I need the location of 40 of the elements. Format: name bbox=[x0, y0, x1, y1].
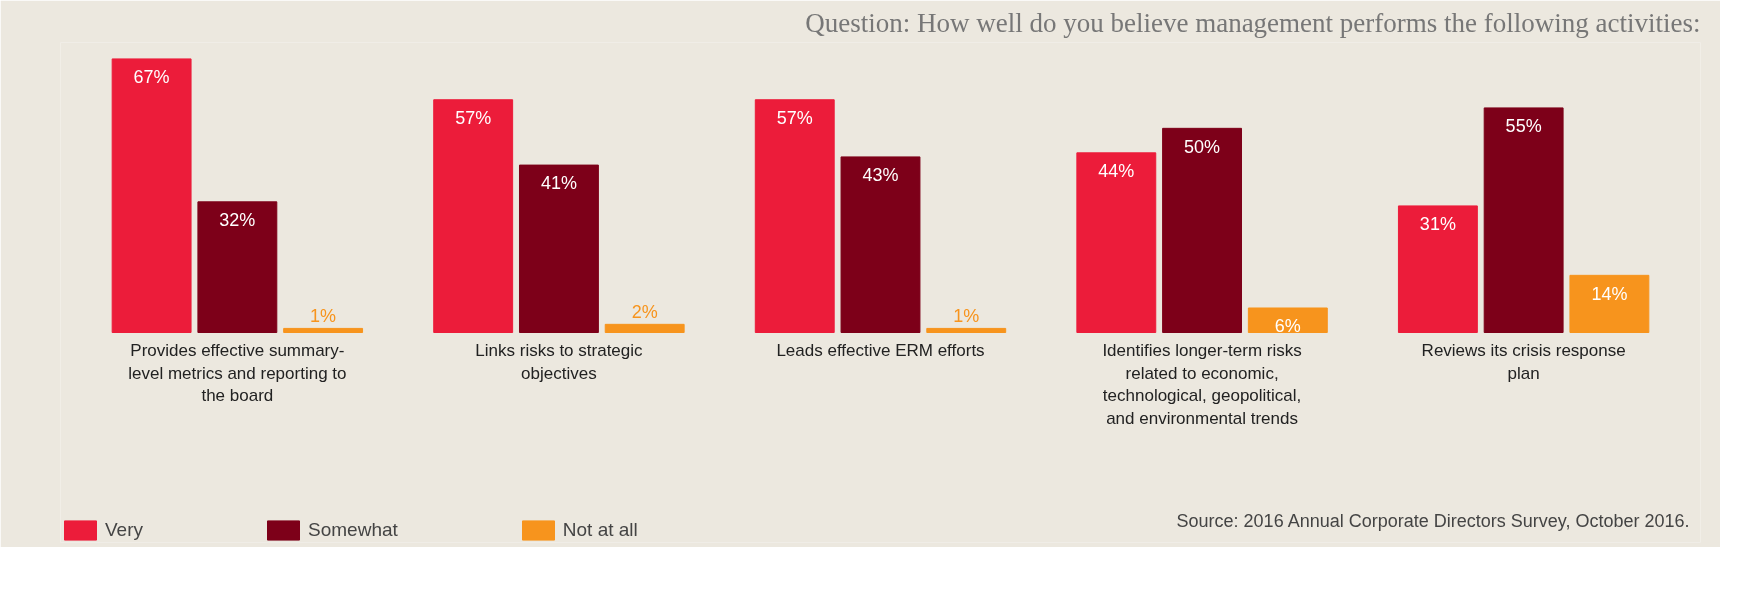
data-label: 44% bbox=[1098, 161, 1135, 182]
data-label: 14% bbox=[1591, 283, 1628, 304]
bar bbox=[111, 58, 192, 333]
bar bbox=[1569, 274, 1650, 333]
x-tick-label: Leads effective ERM efforts bbox=[776, 340, 985, 360]
data-label: 2% bbox=[631, 301, 658, 322]
data-label: 6% bbox=[1274, 316, 1301, 337]
legend-label: Not at all bbox=[562, 519, 638, 541]
data-label: 32% bbox=[219, 210, 256, 231]
bar bbox=[283, 327, 364, 333]
bar bbox=[840, 156, 921, 333]
data-label: 1% bbox=[310, 305, 337, 326]
bar bbox=[754, 99, 835, 333]
chart-title: Question: How well do you believe management performs the following activities: bbox=[805, 7, 1701, 38]
bar bbox=[1076, 152, 1157, 333]
data-label: 31% bbox=[1419, 214, 1456, 235]
source-note: Source: 2016 Annual Corporate Directors Survey, October 2016. bbox=[1176, 510, 1690, 531]
x-tick-label: Identifies longer-term risks related to economic, technological, geopolitical, and environmental trends bbox=[1102, 340, 1302, 429]
x-tick-label: Reviews its crisis response plan bbox=[1421, 340, 1626, 383]
data-label: 67% bbox=[133, 67, 170, 88]
data-label: 55% bbox=[1505, 116, 1542, 137]
data-label: 43% bbox=[862, 165, 899, 186]
bar bbox=[433, 99, 514, 333]
bar bbox=[1162, 127, 1243, 333]
bar bbox=[518, 164, 599, 333]
bar bbox=[926, 327, 1007, 333]
data-label: 57% bbox=[455, 107, 492, 128]
legend-label: Somewhat bbox=[308, 519, 398, 541]
x-tick-label: Links risks to strategic objectives bbox=[475, 340, 644, 383]
data-label: 57% bbox=[776, 107, 813, 128]
data-label: 1% bbox=[953, 305, 980, 326]
bar bbox=[1397, 205, 1478, 333]
data-label: 50% bbox=[1184, 136, 1221, 157]
bar bbox=[1247, 307, 1328, 333]
x-tick-label: Provides effective summary-level metrics and reporting to the board bbox=[128, 340, 347, 406]
bar bbox=[1483, 107, 1564, 333]
bar bbox=[604, 323, 685, 333]
bar bbox=[197, 201, 278, 333]
legend-label: Very bbox=[105, 519, 144, 541]
data-label: 41% bbox=[540, 173, 577, 194]
